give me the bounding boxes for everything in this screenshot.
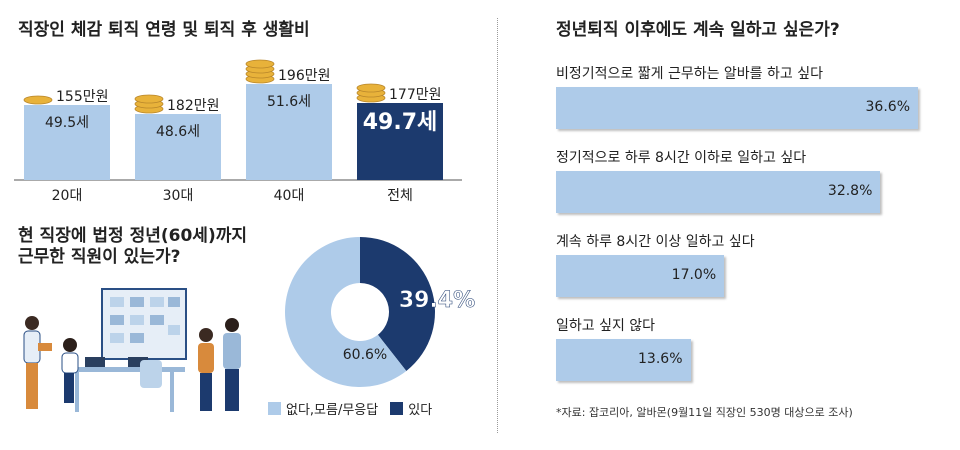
right-chart-title: 정년퇴직 이후에도 계속 일하고 싶은가? xyxy=(556,20,840,40)
age-bar xyxy=(357,103,443,180)
hbar-bar: 17.0% xyxy=(556,255,725,297)
cost-label: 196만원 xyxy=(278,68,330,84)
cost-label: 155만원 xyxy=(56,89,108,105)
coin-stack-icon xyxy=(356,83,386,103)
donut-chart-title: 현 직장에 법정 정년(60세)까지 근무한 직원이 있는가? xyxy=(18,226,247,268)
slice-label-yes: 39.4% xyxy=(399,288,475,313)
age-bar xyxy=(24,105,110,180)
retirement-staff-donut-chart: 39.4% 60.6% xyxy=(285,237,475,387)
category-tick-label: 30대 xyxy=(163,188,194,204)
age-bar xyxy=(135,114,221,180)
legend-swatch-navy xyxy=(390,402,404,415)
hbar-value-label: 36.6% xyxy=(865,99,910,115)
donut-title-line-1: 현 직장에 법정 정년(60세)까지 xyxy=(18,226,247,246)
legend-label: 없다,모름/무응답 xyxy=(286,403,379,418)
donut-title-line-2: 근무한 직원이 있는가? xyxy=(18,247,181,267)
age-value-label: 49.5세 xyxy=(45,115,89,131)
hbar-bar: 32.8% xyxy=(556,171,881,213)
age-bar xyxy=(246,84,332,180)
category-tick-label: 전체 xyxy=(387,188,413,204)
hbar-value-label: 32.8% xyxy=(827,183,873,199)
office-workers-illustration xyxy=(23,288,241,412)
coin-stack-icon xyxy=(245,59,275,84)
source-note: *자료: 잡코리아, 알바몬(9월11일 직장인 530명 대상으로 조사) xyxy=(556,406,853,419)
hbar-category-label: 일하고 싶지 않다 xyxy=(556,318,656,334)
hbar-bar: 36.6% xyxy=(556,87,918,129)
hbar-category-label: 비정기적으로 짧게 근무하는 알바를 하고 싶다 xyxy=(556,66,823,82)
donut-slice xyxy=(360,237,435,371)
desk xyxy=(65,367,185,372)
retirement-age-bar-chart: 49.5세 155만원 20대 48.6세 182만원 30대 51.6세 196만원 40대 4… xyxy=(14,59,462,204)
cost-label: 182만원 xyxy=(167,98,219,114)
donut-legend: 없다,모름/무응답 있다 xyxy=(268,399,444,418)
legend-label: 있다 xyxy=(408,403,433,418)
legend-item-yes: 있다 xyxy=(390,399,432,418)
hbar-category-label: 계속 하루 8시간 이상 일하고 싶다 xyxy=(556,234,755,250)
age-value-label: 48.6세 xyxy=(156,124,200,140)
age-value-label: 51.6세 xyxy=(267,94,311,110)
laptop-icon xyxy=(85,357,105,367)
slice-label-no: 60.6% xyxy=(343,347,387,363)
age-value-label: 49.7세 xyxy=(363,110,438,135)
category-tick-label: 20대 xyxy=(52,188,83,204)
hbar-bar: 13.6% xyxy=(556,339,691,381)
legend-item-no: 없다,모름/무응답 xyxy=(268,399,378,418)
laptop-icon xyxy=(128,357,148,367)
hbar-value-label: 13.6% xyxy=(638,351,683,367)
category-tick-label: 40대 xyxy=(274,188,305,204)
legend-swatch-light xyxy=(268,402,281,415)
hbar-category-label: 정기적으로 하루 8시간 이하로 일하고 싶다 xyxy=(556,150,807,166)
cost-label: 177만원 xyxy=(389,87,441,103)
coin-stack-icon xyxy=(134,94,164,114)
coin-stack-icon xyxy=(23,95,53,105)
hbar-value-label: 17.0% xyxy=(671,267,717,283)
donut-slice xyxy=(285,237,407,387)
left-chart-title: 직장인 체감 퇴직 연령 및 퇴직 후 생활비 xyxy=(18,20,310,40)
section-divider xyxy=(497,18,498,433)
